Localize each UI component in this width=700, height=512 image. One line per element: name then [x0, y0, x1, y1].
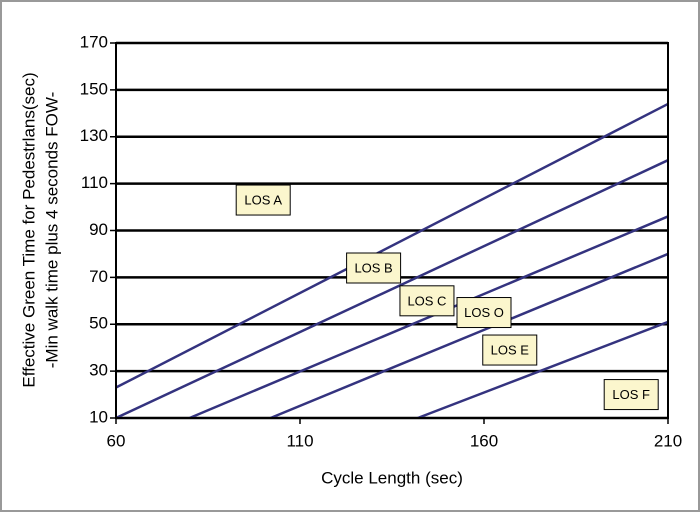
annotation-box [346, 252, 402, 284]
y-tick-label: 90 [89, 220, 108, 239]
series-line [115, 102, 669, 389]
series-line [189, 215, 669, 420]
x-axis-title: Cycle Length (sec) [321, 468, 463, 487]
y-tick-label: 50 [89, 314, 108, 333]
series-line [417, 320, 669, 420]
y-tick-label: 170 [80, 32, 108, 51]
y-tick-label: 70 [89, 267, 108, 286]
annotation: LOS B [354, 260, 392, 275]
annotation: LOS E [491, 342, 530, 357]
series-line [270, 252, 669, 420]
plot-border [115, 42, 669, 419]
y-tick-label: 30 [89, 361, 108, 380]
annotation: LOS O [464, 305, 504, 320]
annotation-box [399, 285, 455, 317]
annotation-box [235, 184, 291, 216]
y-tick-label: 150 [80, 79, 108, 98]
y-tick-label: 130 [80, 126, 108, 145]
annotation: LOS F [612, 387, 650, 402]
x-tick-label: 210 [654, 431, 682, 450]
annotation: LOS C [407, 293, 446, 308]
y-axis-title: Effective Green Time for Pedestrlans(sec… [19, 72, 38, 387]
x-tick-label: 160 [470, 431, 498, 450]
annotation-box [482, 334, 538, 366]
annotation-box [603, 379, 659, 411]
series-line [115, 159, 669, 420]
y-tick-label: 10 [89, 407, 108, 426]
y-tick-label: 110 [81, 173, 108, 192]
annotation: LOS A [244, 192, 282, 207]
x-tick-label: 60 [107, 431, 126, 450]
y-axis-title: -Min walk time plus 4 seconds FOW- [42, 92, 61, 368]
annotation-box [456, 297, 512, 329]
x-tick-label: 110 [286, 431, 313, 450]
